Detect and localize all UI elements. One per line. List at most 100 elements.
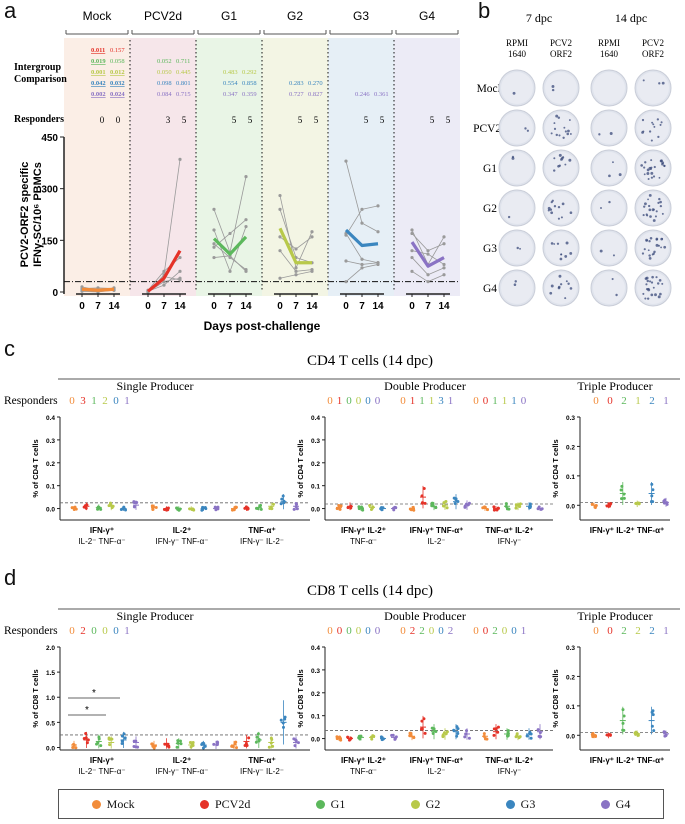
spot [569, 211, 573, 215]
x-tick-label: 7 [227, 301, 233, 312]
row-label-g1: G1 [483, 163, 497, 175]
y-tick-label: 0.1 [566, 474, 575, 481]
well-inner [593, 232, 625, 264]
responder-count: 5 [232, 115, 237, 125]
individual-point [244, 269, 248, 273]
spot [641, 118, 645, 122]
data-point-g3 [281, 725, 285, 729]
spot [661, 282, 664, 285]
individual-point [278, 207, 282, 211]
legend-label: Mock [106, 796, 135, 811]
comparison-value: 0.011 [91, 47, 105, 54]
spot [661, 161, 665, 165]
individual-point [212, 242, 216, 246]
well-inner [637, 152, 669, 184]
individual-point [162, 269, 166, 273]
data-point-g2 [441, 735, 445, 739]
data-point-g2 [518, 505, 522, 509]
data-point-g3 [525, 734, 529, 738]
data-point-g1 [434, 730, 438, 734]
well-inner [637, 192, 669, 224]
data-point-g1 [96, 505, 100, 509]
data-point-g4 [391, 733, 395, 737]
data-point-g2 [445, 506, 449, 510]
data-point-mock [72, 742, 76, 746]
y-axis-label-line2: IFNγ-SC/10⁶ PBMCs [32, 162, 44, 267]
group-label-g1: G1 [221, 9, 237, 23]
spot [642, 213, 645, 217]
mean-line-g3 [344, 228, 379, 248]
legend-item-mock: Mock [91, 796, 135, 812]
group-bg-g3 [328, 38, 394, 296]
x-tick-label: 0 [343, 301, 349, 312]
data-point-pcv2d [420, 494, 424, 498]
data-point-g3 [281, 721, 285, 725]
data-point-g4 [294, 501, 298, 505]
column-label: RPMI [598, 38, 620, 48]
data-point-mock [412, 736, 416, 740]
spot [555, 133, 558, 137]
legend-label: PCV2d [214, 796, 251, 811]
comparison-value: 0.019 [91, 58, 106, 65]
spot [551, 199, 554, 202]
spot [569, 133, 572, 135]
comparison-value: 0.024 [110, 91, 125, 98]
responder-value: 0 [375, 625, 381, 637]
data-point-g1 [256, 732, 260, 736]
data-point-g3 [455, 734, 459, 738]
spot [568, 158, 572, 162]
data-point-g1 [506, 734, 510, 738]
y-tick-label: 0.2 [46, 461, 55, 468]
category-label: IFN-γ⁺ IL-2⁺ TNF-α⁺ [590, 526, 664, 535]
comparison-value: 0.483 [223, 69, 238, 76]
individual-point [212, 255, 216, 260]
data-point-g3 [650, 494, 654, 498]
x-tick-label: 14 [438, 301, 450, 312]
data-point-pcv2d [422, 487, 426, 491]
spot [658, 197, 661, 201]
spot [661, 81, 665, 85]
flow-title: CD4 T cells (14 dpc) [307, 353, 433, 369]
spot [663, 245, 667, 249]
data-point-pcv2d [86, 738, 90, 742]
y-tick-label: 0.1 [566, 704, 575, 711]
y-tick-label: 0.2 [311, 691, 320, 698]
individual-point [376, 204, 380, 208]
category-label: TNF-α⁺ IL-2⁺ [485, 526, 533, 535]
responder-count: 5 [182, 115, 187, 125]
data-point-g4 [465, 729, 469, 733]
responder-value: 1 [337, 395, 343, 407]
data-point-g1 [97, 735, 101, 739]
legend-box: Mock PCV2d G1 G2 G3 G4 [58, 789, 664, 819]
data-point-g2 [444, 732, 448, 736]
data-point-pcv2d [84, 731, 88, 735]
subpanel-title: Double Producer [384, 379, 466, 393]
comparison-value: 0.058 [110, 58, 125, 65]
individual-point [228, 231, 232, 236]
data-point-g2 [442, 501, 446, 505]
spot [519, 247, 521, 250]
category-sublabel: IFN-γ⁻ [498, 537, 522, 546]
data-point-pcv2d [608, 733, 612, 737]
data-point-g2 [514, 503, 518, 507]
y-axis-label: PCV2-ORF2 specificIFNγ-SC/10⁶ PBMCs [19, 162, 44, 268]
spot [640, 164, 643, 167]
spot [655, 210, 658, 213]
responder-value: 0 [483, 625, 489, 637]
data-point-g4 [466, 503, 470, 507]
data-point-g3 [652, 729, 656, 733]
spot [550, 211, 554, 215]
legend-dot-g1 [315, 799, 325, 809]
data-point-pcv2d [423, 731, 427, 735]
y-tick-label: 0.2 [566, 674, 575, 681]
y-axis-label: % of CD8 T cells [551, 669, 560, 727]
data-point-g4 [539, 735, 543, 739]
responder-value: 2 [649, 625, 655, 637]
data-point-pcv2d [608, 504, 612, 508]
y-tick-label: 0.0 [311, 737, 320, 744]
spot [650, 139, 653, 142]
comparison-value: 0.858 [242, 80, 257, 87]
responder-value: 1 [492, 395, 498, 407]
well-inner [637, 72, 669, 104]
data-point-g2 [191, 740, 195, 744]
